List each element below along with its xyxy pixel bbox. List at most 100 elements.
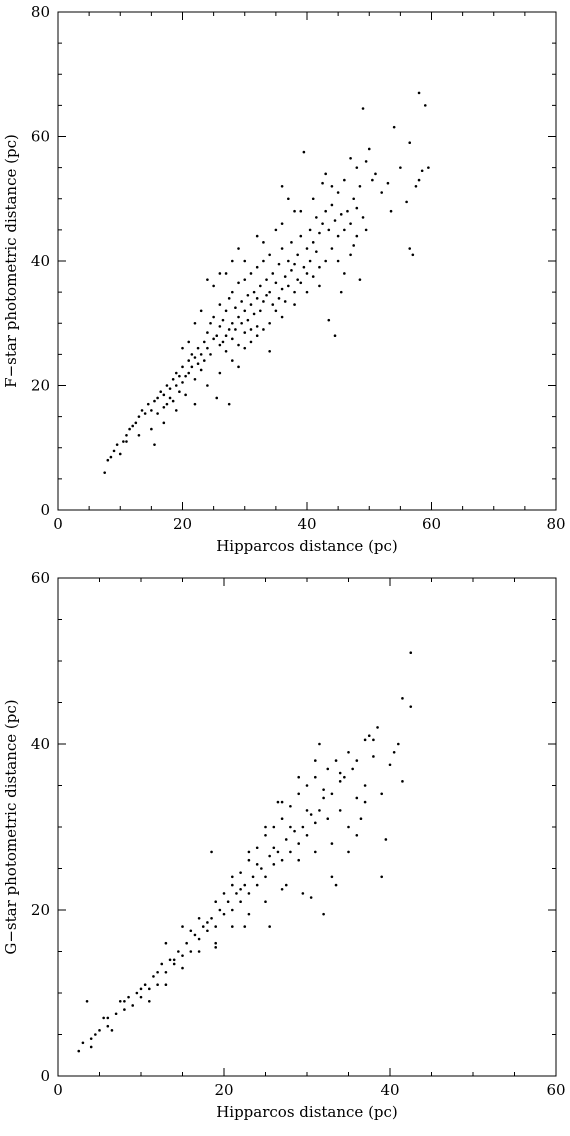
data-point bbox=[392, 751, 396, 754]
data-point bbox=[137, 434, 141, 437]
data-point bbox=[297, 792, 301, 796]
data-point bbox=[301, 892, 305, 895]
data-point bbox=[276, 850, 280, 854]
data-point bbox=[102, 1016, 105, 1020]
x-tick-label: 20 bbox=[214, 1081, 233, 1099]
data-point bbox=[123, 1000, 126, 1003]
data-point bbox=[314, 821, 317, 825]
data-point bbox=[187, 371, 191, 375]
data-point bbox=[280, 887, 284, 891]
data-point bbox=[280, 858, 284, 862]
data-point bbox=[197, 950, 201, 953]
data-point bbox=[118, 452, 122, 456]
data-point bbox=[156, 396, 159, 400]
data-point bbox=[305, 247, 309, 250]
data-point bbox=[277, 262, 281, 266]
data-point bbox=[358, 278, 362, 281]
data-point bbox=[206, 384, 209, 387]
data-point bbox=[336, 234, 340, 238]
data-point bbox=[311, 197, 315, 201]
data-point bbox=[268, 253, 271, 257]
data-point bbox=[127, 995, 130, 999]
data-point bbox=[355, 796, 359, 800]
data-point bbox=[408, 141, 412, 145]
data-point bbox=[98, 1029, 101, 1032]
data-point bbox=[249, 272, 253, 275]
data-point bbox=[252, 290, 256, 294]
data-point bbox=[349, 222, 352, 225]
data-point bbox=[206, 346, 209, 350]
data-point bbox=[125, 440, 128, 443]
data-point bbox=[272, 863, 276, 866]
data-point bbox=[305, 290, 309, 294]
data-point bbox=[265, 278, 268, 281]
data-point bbox=[262, 300, 265, 303]
data-point bbox=[212, 284, 215, 288]
data-point bbox=[193, 321, 197, 325]
data-point bbox=[237, 281, 240, 285]
data-point bbox=[417, 178, 421, 182]
data-point bbox=[297, 842, 301, 845]
data-point bbox=[305, 834, 309, 837]
data-point bbox=[115, 443, 119, 446]
data-point bbox=[334, 759, 338, 762]
data-point bbox=[193, 933, 197, 937]
data-point bbox=[409, 651, 413, 654]
data-point bbox=[168, 958, 172, 962]
data-point bbox=[214, 925, 217, 928]
data-point bbox=[271, 303, 275, 306]
data-point bbox=[283, 275, 287, 278]
data-point bbox=[411, 253, 415, 257]
data-point bbox=[110, 1029, 114, 1032]
data-point bbox=[290, 269, 293, 272]
data-point bbox=[358, 185, 362, 188]
data-point bbox=[243, 259, 247, 263]
data-point bbox=[206, 331, 209, 334]
data-point bbox=[280, 222, 284, 225]
data-point bbox=[134, 421, 138, 425]
data-point bbox=[162, 405, 166, 409]
data-point bbox=[296, 253, 299, 257]
data-point bbox=[305, 809, 309, 812]
data-point bbox=[333, 219, 337, 222]
data-point bbox=[255, 265, 259, 269]
data-point bbox=[237, 315, 240, 319]
data-point bbox=[231, 337, 234, 341]
data-point bbox=[181, 365, 184, 369]
data-point bbox=[262, 241, 265, 244]
data-point bbox=[343, 228, 346, 232]
data-point bbox=[389, 209, 393, 213]
data-point bbox=[388, 763, 392, 767]
x-tick-label: 80 bbox=[546, 515, 565, 533]
data-point bbox=[343, 272, 346, 275]
data-point bbox=[172, 962, 176, 966]
data-point bbox=[160, 962, 164, 966]
data-point bbox=[239, 871, 242, 874]
data-point bbox=[346, 209, 349, 213]
data-point bbox=[280, 817, 284, 820]
data-point bbox=[122, 440, 125, 443]
data-point bbox=[372, 755, 375, 758]
data-point bbox=[178, 390, 181, 394]
data-point bbox=[222, 912, 226, 916]
data-point bbox=[218, 325, 222, 328]
data-point bbox=[172, 958, 176, 962]
data-point bbox=[293, 303, 296, 306]
data-point bbox=[355, 759, 359, 762]
data-point bbox=[322, 796, 325, 800]
data-point bbox=[137, 415, 141, 418]
data-point bbox=[289, 850, 292, 854]
data-point bbox=[272, 825, 276, 829]
data-point bbox=[187, 340, 191, 344]
data-point bbox=[143, 983, 147, 986]
data-point bbox=[114, 1012, 118, 1016]
data-point bbox=[212, 315, 215, 319]
data-point bbox=[372, 738, 375, 742]
data-point bbox=[380, 792, 384, 796]
data-point bbox=[196, 346, 200, 350]
data-point bbox=[255, 846, 259, 850]
data-point bbox=[343, 178, 346, 182]
y-tick-label: 40 bbox=[31, 735, 50, 753]
data-point bbox=[215, 396, 219, 400]
